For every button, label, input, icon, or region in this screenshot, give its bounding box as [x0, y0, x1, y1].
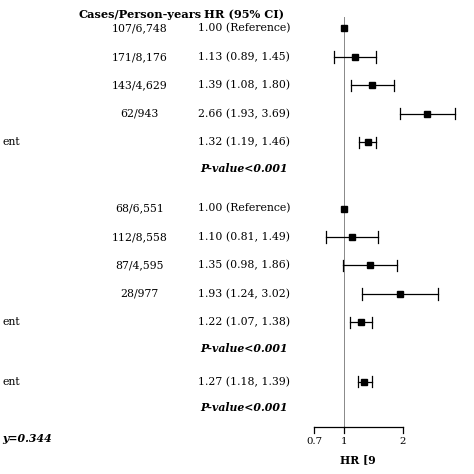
Text: 1.32 (1.19, 1.46): 1.32 (1.19, 1.46) [198, 137, 290, 147]
Text: y=0.344: y=0.344 [2, 433, 52, 444]
Text: 28/977: 28/977 [121, 289, 159, 299]
Text: HR (95% CI): HR (95% CI) [204, 9, 284, 20]
Text: 1.22 (1.07, 1.38): 1.22 (1.07, 1.38) [198, 317, 290, 328]
Text: ent: ent [2, 376, 20, 387]
Text: 1.13 (0.89, 1.45): 1.13 (0.89, 1.45) [198, 52, 290, 62]
Text: 2.66 (1.93, 3.69): 2.66 (1.93, 3.69) [198, 109, 290, 119]
Text: ent: ent [2, 137, 20, 147]
Text: P-value<0.001: P-value<0.001 [201, 163, 288, 174]
Text: 1.35 (0.98, 1.86): 1.35 (0.98, 1.86) [198, 260, 290, 271]
Text: ent: ent [2, 317, 20, 328]
Text: 1.10 (0.81, 1.49): 1.10 (0.81, 1.49) [198, 232, 290, 242]
Text: 143/4,629: 143/4,629 [112, 80, 168, 91]
Text: P-value<0.001: P-value<0.001 [201, 343, 288, 354]
Text: 0.7: 0.7 [306, 437, 322, 446]
Text: 1.39 (1.08, 1.80): 1.39 (1.08, 1.80) [198, 80, 290, 91]
Text: 68/6,551: 68/6,551 [115, 203, 164, 214]
Text: 2: 2 [400, 437, 406, 446]
Text: 171/8,176: 171/8,176 [112, 52, 168, 62]
Text: HR [9: HR [9 [339, 454, 375, 465]
Text: 1.93 (1.24, 3.02): 1.93 (1.24, 3.02) [198, 289, 290, 299]
Text: Cases/Person-years: Cases/Person-years [78, 9, 201, 20]
Text: P-value<0.001: P-value<0.001 [201, 402, 288, 413]
Text: 62/943: 62/943 [121, 109, 159, 119]
Text: 107/6,748: 107/6,748 [112, 23, 168, 34]
Text: 87/4,595: 87/4,595 [116, 260, 164, 271]
Text: 1: 1 [341, 437, 347, 446]
Text: 112/8,558: 112/8,558 [112, 232, 168, 242]
Text: 1.27 (1.18, 1.39): 1.27 (1.18, 1.39) [198, 376, 290, 387]
Text: 1.00 (Reference): 1.00 (Reference) [198, 23, 291, 34]
Text: 1.00 (Reference): 1.00 (Reference) [198, 203, 291, 214]
